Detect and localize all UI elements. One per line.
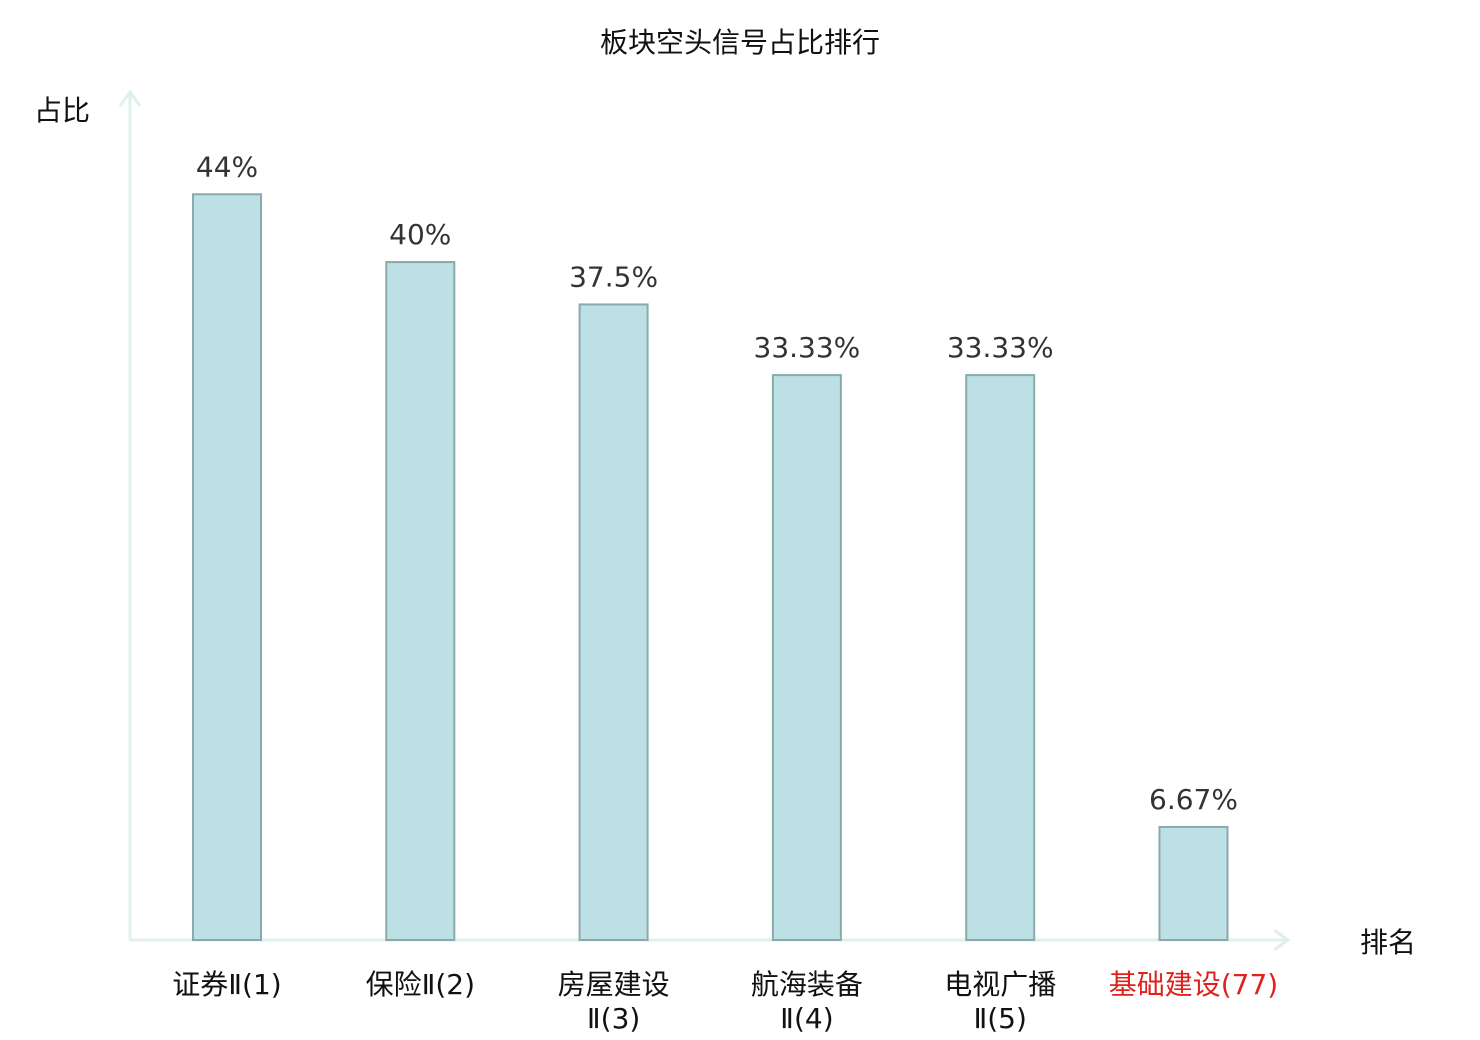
category-label: Ⅱ(5) bbox=[973, 1002, 1026, 1035]
x-axis-label: 排名 bbox=[1360, 926, 1416, 959]
bar bbox=[771, 374, 842, 941]
value-labels-group: 44% 40% 37.5% 33.33% 33.33% 6.67% bbox=[196, 150, 1238, 816]
category-label: 证券Ⅱ(1) bbox=[172, 968, 281, 1001]
value-label: 33.33% bbox=[754, 331, 861, 364]
value-label: 44% bbox=[196, 150, 258, 183]
value-label: 37.5% bbox=[569, 260, 658, 293]
bar bbox=[578, 303, 649, 941]
category-label: 电视广播 bbox=[944, 968, 1056, 1001]
value-label: 6.67% bbox=[1149, 783, 1238, 816]
y-axis-arrow bbox=[118, 89, 142, 107]
bar bbox=[965, 374, 1036, 941]
bar bbox=[192, 193, 262, 941]
bar bbox=[1158, 825, 1229, 941]
category-label: 房屋建设 bbox=[558, 968, 670, 1001]
category-label: Ⅱ(4) bbox=[780, 1002, 833, 1035]
category-label: Ⅱ(3) bbox=[587, 1002, 640, 1035]
x-axis-arrow bbox=[1273, 928, 1291, 952]
bars-group bbox=[192, 193, 1229, 942]
category-label: 航海装备 bbox=[751, 968, 863, 1001]
chart-title: 板块空头信号占比排行 bbox=[600, 26, 880, 59]
axes bbox=[118, 89, 1291, 952]
bar bbox=[385, 261, 456, 942]
value-label: 40% bbox=[389, 218, 451, 251]
category-label: 保险Ⅱ(2) bbox=[366, 968, 475, 1001]
value-label: 33.33% bbox=[947, 331, 1054, 364]
category-label: 基础建设(77) bbox=[1109, 968, 1278, 1001]
y-axis-label: 占比 bbox=[34, 94, 90, 127]
